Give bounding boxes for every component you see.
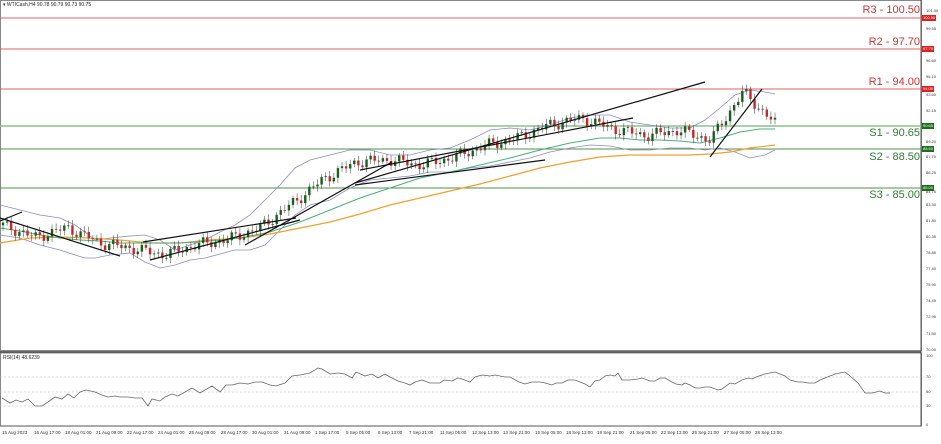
time-tick-label: 16 Aug 17:00 xyxy=(34,430,61,435)
time-tick-label: 21 Aug 09:00 xyxy=(96,430,123,435)
time-tick-label: 12 Sep 13:00 xyxy=(472,430,499,435)
symbol-ohlc-text: WTICash,H4 90.78 90.79 90.73 90.75 xyxy=(6,2,92,8)
time-tick-label: 15 Aug 2023 xyxy=(2,430,28,435)
trendlines xyxy=(0,81,763,261)
rsi-tick-label: 30 xyxy=(926,403,931,408)
s1-label: S1 - 90.65 xyxy=(869,127,920,139)
s1-price-tag: 90.65 xyxy=(922,123,935,129)
rsi-reference-lines xyxy=(0,376,921,407)
ma-fast-line xyxy=(0,128,775,244)
s2-label: S2 - 88.50 xyxy=(869,151,920,163)
rsi-title: RSI(14) 48.6239 xyxy=(3,355,40,361)
r3-price-tag: 100.50 xyxy=(922,15,937,21)
rsi-tick-label: 70 xyxy=(926,374,931,379)
price-panel-border xyxy=(0,0,922,351)
dropdown-triangle-icon[interactable]: ▾ xyxy=(3,2,6,8)
price-tick-label: 75.90 xyxy=(926,282,937,287)
price-tick-label: 70.00 xyxy=(926,347,937,352)
price-tick-label: 101.00 xyxy=(926,8,939,13)
price-tick-label: 95.10 xyxy=(926,74,937,79)
r2-price-tag: 97.70 xyxy=(922,46,935,52)
time-tick-label: 27 Sep 05:00 xyxy=(724,430,751,435)
price-tick-label: 81.80 xyxy=(926,218,937,223)
price-tick-label: 83.30 xyxy=(926,202,937,207)
price-tick-label: 96.60 xyxy=(926,58,937,63)
time-tick-label: 22 Sep 13:00 xyxy=(661,430,688,435)
price-tick-label: 80.35 xyxy=(926,234,937,239)
time-tick-label: 21 Sep 05:00 xyxy=(630,430,657,435)
s3-price-tag: 85.00 xyxy=(922,185,935,191)
time-tick-label: 15 Sep 05:00 xyxy=(535,430,562,435)
s3-label: S3 - 85.00 xyxy=(869,189,920,201)
rsi-tick-label: 0 xyxy=(926,422,929,427)
price-tick-label: 74.45 xyxy=(926,298,937,303)
time-tick-label: 1 Sep 17:00 xyxy=(315,430,340,435)
rsi-tick-label: 50 xyxy=(926,389,931,394)
time-tick-label: 18 Sep 13:00 xyxy=(566,430,593,435)
r3-label: R3 - 100.50 xyxy=(862,4,920,16)
price-tick-label: 84.75 xyxy=(926,189,937,194)
time-tick-label: 5 Sep 05:00 xyxy=(346,430,371,435)
time-tick-label: 31 Aug 09:00 xyxy=(284,430,311,435)
price-tick-label: 87.70 xyxy=(926,154,937,159)
rsi-panel-border xyxy=(0,352,922,427)
chart-title: ▾ WTICash,H4 90.78 90.79 90.73 90.75 xyxy=(3,2,91,8)
time-tick-label: 18 Aug 01:00 xyxy=(65,430,92,435)
time-tick-label: 24 Aug 01:00 xyxy=(158,430,185,435)
s2-price-tag: 88.50 xyxy=(922,146,935,152)
time-tick-label: 7 Sep 21:00 xyxy=(409,430,434,435)
rsi-line xyxy=(1,367,890,407)
time-tick-label: 19 Sep 21:00 xyxy=(597,430,624,435)
price-tick-label: 78.85 xyxy=(926,250,937,255)
time-tick-label: 28 Aug 17:00 xyxy=(221,430,248,435)
r1-price-tag: 94.00 xyxy=(922,86,935,92)
price-tick-label: 72.95 xyxy=(926,314,937,319)
time-tick-label: 6 Sep 13:00 xyxy=(378,430,403,435)
time-tick-label: 22 Aug 17:00 xyxy=(127,430,154,435)
time-tick-label: 25 Aug 09:00 xyxy=(189,430,216,435)
time-tick-label: 25 Sep 21:00 xyxy=(692,430,719,435)
resistance-support-lines xyxy=(0,17,921,189)
price-tick-label: 89.20 xyxy=(926,139,937,144)
price-tick-label: 77.40 xyxy=(926,266,937,271)
time-tick-label: 30 Aug 01:00 xyxy=(252,430,279,435)
price-tick-label: 93.60 xyxy=(926,92,937,97)
price-tick-label: 99.55 xyxy=(926,26,937,31)
candlesticks xyxy=(1,84,777,264)
price-tick-label: 92.15 xyxy=(926,108,937,113)
r1-label: R1 - 94.00 xyxy=(868,76,920,88)
ma-slow-line xyxy=(0,144,776,244)
rsi-tick-label: 100 xyxy=(926,353,933,358)
time-tick-label: 11 Sep 05:00 xyxy=(440,430,467,435)
price-tick-label: 86.25 xyxy=(926,170,937,175)
time-tick-label: 28 Sep 13:00 xyxy=(755,430,782,435)
price-tick-label: 71.50 xyxy=(926,331,937,336)
r2-label: R2 - 97.70 xyxy=(868,36,920,48)
time-tick-label: 13 Sep 21:00 xyxy=(503,430,530,435)
